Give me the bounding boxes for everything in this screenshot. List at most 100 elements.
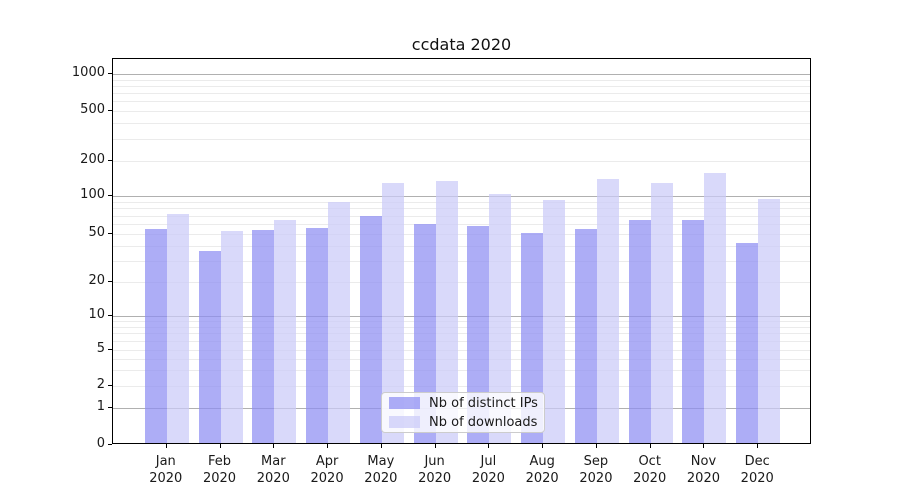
x-tick-label: Oct 2020 xyxy=(633,454,667,486)
x-tick-mark xyxy=(219,444,221,448)
x-tick-mark xyxy=(273,444,275,448)
legend-swatch-downloads xyxy=(389,416,420,428)
minor-gridline xyxy=(113,85,810,87)
bar-downloads-feb xyxy=(220,230,243,443)
minor-gridline xyxy=(113,201,810,203)
minor-gridline xyxy=(113,234,810,235)
y-tick-label: 0 xyxy=(96,436,105,451)
y-tick-label: 20 xyxy=(88,273,105,288)
x-tick-mark xyxy=(165,444,167,448)
chart-title: ccdata 2020 xyxy=(411,35,512,54)
y-tick-label: 200 xyxy=(80,152,105,167)
bar-distinct-ips-mar xyxy=(252,229,275,443)
bar-distinct-ips-may xyxy=(359,216,382,443)
minor-gridline xyxy=(113,79,810,81)
minor-gridline xyxy=(113,138,810,140)
y-tick-label: 100 xyxy=(80,187,105,202)
minor-gridline xyxy=(113,370,810,372)
minor-gridline xyxy=(113,350,810,351)
bar-downloads-nov xyxy=(704,173,727,443)
y-tick-label: 1000 xyxy=(71,65,105,80)
minor-gridline xyxy=(113,326,810,328)
bar-downloads-mar xyxy=(274,219,297,443)
bar-downloads-aug xyxy=(543,199,566,443)
y-tick-mark xyxy=(108,110,112,111)
bar-downloads-oct xyxy=(650,182,673,443)
bar-distinct-ips-oct xyxy=(628,219,651,443)
x-tick-label: Jul 2020 xyxy=(471,454,505,486)
major-gridline xyxy=(113,74,810,75)
minor-gridline xyxy=(113,358,810,360)
bar-distinct-ips-apr xyxy=(306,227,329,443)
bar-downloads-apr xyxy=(328,201,351,443)
y-tick-label: 1 xyxy=(96,399,105,414)
minor-gridline xyxy=(113,386,810,387)
minor-gridline xyxy=(113,111,810,112)
minor-gridline xyxy=(113,282,810,283)
minor-gridline xyxy=(113,161,810,162)
minor-gridline xyxy=(113,123,810,125)
minor-gridline xyxy=(113,224,810,225)
minor-gridline xyxy=(113,208,810,210)
bar-distinct-ips-nov xyxy=(682,219,705,443)
bar-distinct-ips-jan xyxy=(144,228,167,443)
legend: Nb of distinct IPs Nb of downloads xyxy=(381,392,545,433)
x-tick-mark xyxy=(757,444,759,448)
y-tick-label: 50 xyxy=(88,225,105,240)
bar-distinct-ips-sep xyxy=(574,228,597,443)
x-tick-mark xyxy=(542,444,544,448)
bar-distinct-ips-dec xyxy=(736,243,759,443)
x-tick-label: Dec 2020 xyxy=(740,454,774,486)
bar-downloads-may xyxy=(381,182,404,443)
bar-distinct-ips-jul xyxy=(467,225,490,443)
x-tick-mark xyxy=(703,444,705,448)
major-gridline xyxy=(113,196,810,197)
y-tick-mark xyxy=(108,281,112,282)
x-tick-label: Feb 2020 xyxy=(202,454,237,486)
bar-distinct-ips-feb xyxy=(198,251,221,443)
y-tick-label: 500 xyxy=(80,102,105,117)
x-tick-label: Mar 2020 xyxy=(256,454,290,486)
bar-distinct-ips-aug xyxy=(521,232,544,443)
x-tick-label: Nov 2020 xyxy=(686,454,720,486)
y-tick-mark xyxy=(108,315,112,316)
y-tick-label: 5 xyxy=(96,341,105,356)
minor-gridline xyxy=(113,260,810,262)
y-tick-label: 10 xyxy=(88,307,105,322)
minor-gridline xyxy=(113,215,810,217)
minor-gridline xyxy=(113,341,810,343)
y-tick-mark xyxy=(108,407,112,408)
bar-downloads-dec xyxy=(758,198,781,443)
bar-downloads-jan xyxy=(166,214,189,443)
legend-label-downloads: Nb of downloads xyxy=(429,414,538,430)
minor-gridline xyxy=(113,321,810,323)
minor-gridline xyxy=(113,93,810,95)
y-tick-mark xyxy=(108,349,112,350)
x-tick-mark xyxy=(380,444,382,448)
bar-downloads-jul xyxy=(489,193,512,443)
x-tick-mark xyxy=(434,444,436,448)
minor-gridline xyxy=(113,245,810,247)
x-tick-mark xyxy=(327,444,329,448)
x-tick-mark xyxy=(649,444,651,448)
x-tick-label: May 2020 xyxy=(364,454,398,486)
plot-area xyxy=(112,58,811,444)
x-tick-label: Sep 2020 xyxy=(579,454,613,486)
x-tick-mark xyxy=(595,444,597,448)
x-tick-label: Aug 2020 xyxy=(525,454,559,486)
x-tick-mark xyxy=(488,444,490,448)
minor-gridline xyxy=(113,101,810,103)
y-tick-mark xyxy=(108,233,112,234)
minor-gridline xyxy=(113,333,810,335)
y-tick-mark xyxy=(108,385,112,386)
bar-downloads-sep xyxy=(596,179,619,443)
x-tick-label: Apr 2020 xyxy=(310,454,344,486)
x-tick-label: Jun 2020 xyxy=(418,454,452,486)
x-tick-label: Jan 2020 xyxy=(149,454,183,486)
bar-distinct-ips-jun xyxy=(413,224,436,443)
y-tick-mark xyxy=(108,160,112,161)
legend-label-distinct-ips: Nb of distinct IPs xyxy=(429,395,538,411)
major-gridline xyxy=(113,316,810,317)
y-tick-label: 2 xyxy=(96,377,105,392)
